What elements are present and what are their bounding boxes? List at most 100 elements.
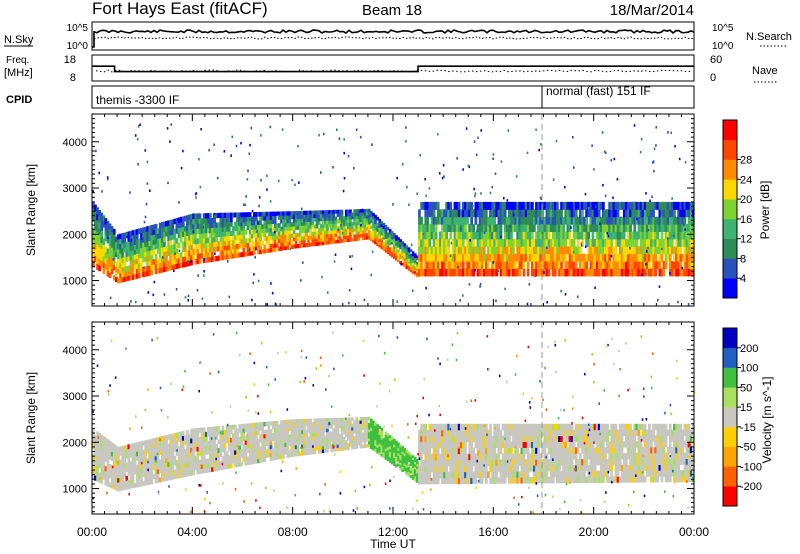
echo-cell	[286, 423, 290, 428]
echo-cell	[253, 455, 256, 460]
echo-cell	[355, 218, 359, 223]
echo-cell	[455, 447, 459, 455]
echo-cell	[117, 455, 120, 461]
echo-speckle	[535, 128, 537, 132]
echo-cell	[129, 245, 133, 251]
echo-cell	[478, 201, 482, 210]
echo-cell	[163, 444, 166, 450]
echo-cell	[564, 253, 568, 262]
echo-cell	[407, 260, 411, 264]
echo-cell	[439, 471, 442, 479]
echo-cell	[512, 224, 515, 232]
echo-cell	[478, 216, 482, 225]
echo-cell	[420, 238, 423, 247]
echo-cell	[280, 443, 283, 448]
echo-cell	[472, 268, 476, 277]
echo-cell	[296, 419, 300, 424]
echo-cell	[376, 441, 379, 445]
echo-cell	[420, 246, 423, 255]
echo-speckle	[208, 148, 210, 152]
echo-cell	[455, 441, 459, 449]
echo-cell	[464, 453, 467, 461]
echo-cell	[441, 465, 444, 473]
echo-cell	[238, 239, 241, 245]
echo-cell	[464, 224, 467, 232]
echo-cell	[344, 232, 348, 236]
echo-cell	[108, 234, 112, 241]
echo-cell	[570, 209, 574, 218]
echo-cell	[179, 472, 183, 478]
echo-cell	[485, 238, 488, 247]
echo-cell	[403, 463, 407, 467]
echo-speckle	[591, 144, 593, 147]
echo-cell	[485, 423, 488, 431]
echo-speckle	[552, 178, 555, 181]
echo-cell	[545, 216, 549, 225]
echo-cell	[129, 443, 133, 449]
echo-cell	[583, 253, 586, 262]
echo-cell	[246, 423, 250, 428]
echo-speckle	[137, 163, 139, 166]
echo-cell	[599, 201, 603, 210]
nave-tick-bottom: 0	[710, 72, 716, 84]
echo-cell	[374, 422, 377, 426]
echo-cell	[537, 261, 540, 269]
echo-cell	[453, 423, 457, 431]
echo-cell	[397, 249, 400, 253]
echo-cell	[541, 201, 545, 210]
echo-cell	[589, 224, 593, 232]
echo-cell	[405, 249, 409, 253]
echo-cell	[679, 224, 683, 232]
echo-cell	[441, 231, 444, 240]
echo-cell	[535, 209, 538, 218]
echo-cell	[309, 242, 313, 247]
echo-cell	[420, 253, 423, 262]
echo-speckle	[92, 189, 94, 193]
echo-cell	[482, 216, 486, 225]
echo-cell	[230, 240, 233, 246]
echo-cell	[156, 441, 160, 447]
echo-cell	[508, 209, 511, 218]
colorbar-tick-label: 8	[740, 253, 746, 265]
echo-cell	[288, 241, 292, 246]
echo-cell	[255, 241, 258, 247]
echo-cell	[658, 261, 662, 269]
echo-cell	[545, 238, 549, 247]
echo-cell	[301, 229, 304, 234]
echo-speckle	[166, 127, 169, 130]
echo-cell	[558, 246, 561, 255]
echo-cell	[370, 237, 373, 242]
echo-speckle	[187, 260, 189, 263]
echo-speckle	[604, 151, 607, 154]
echo-cell	[144, 449, 147, 455]
echo-cell	[470, 238, 473, 247]
echo-cell	[656, 261, 660, 269]
echo-cell	[363, 215, 367, 219]
echo-cell	[200, 228, 204, 234]
echo-cell	[282, 427, 285, 432]
echo-cell	[466, 231, 469, 240]
echo-cell	[192, 428, 195, 434]
echo-cell	[478, 453, 482, 461]
echo-cell	[399, 253, 402, 257]
echo-speckle	[254, 256, 256, 259]
echo-cell	[451, 209, 455, 218]
echo-cell	[207, 242, 210, 248]
echo-cell	[395, 448, 398, 452]
echo-cell	[131, 269, 135, 275]
echo-cell	[290, 434, 294, 439]
echo-cell	[593, 261, 597, 269]
echo-cell	[278, 246, 281, 251]
echo-cell	[286, 241, 290, 246]
echo-cell	[112, 484, 116, 490]
echo-cell	[321, 213, 325, 218]
echo-cell	[510, 201, 513, 210]
echo-cell	[282, 450, 285, 455]
echo-speckle	[341, 211, 343, 214]
echo-cell	[643, 238, 647, 247]
echo-cell	[129, 474, 133, 480]
echo-cell	[150, 259, 154, 266]
echo-cell	[171, 442, 175, 448]
echo-cell	[434, 429, 438, 437]
echo-cell	[445, 471, 448, 479]
